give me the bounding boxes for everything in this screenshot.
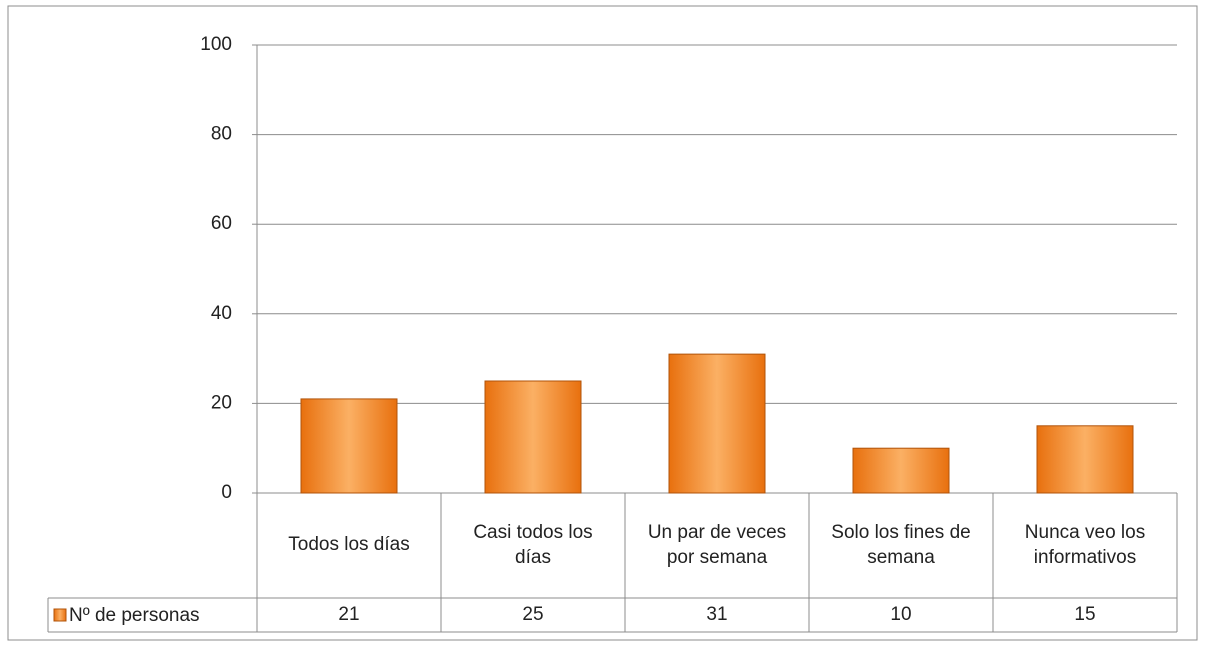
y-tick-label: 80 <box>211 124 232 145</box>
bar <box>300 398 398 494</box>
bar <box>668 353 766 494</box>
y-tick-label: 100 <box>200 34 232 55</box>
table-value: 15 <box>1074 603 1096 625</box>
category-label: Casi todos los días <box>473 521 593 568</box>
y-tick-label: 40 <box>211 303 232 324</box>
category-label: Un par de veces por semana <box>647 521 787 568</box>
table-value: 10 <box>890 603 912 625</box>
bar <box>852 447 950 494</box>
frame <box>7 5 1198 641</box>
table-value: 31 <box>706 603 728 625</box>
bar <box>484 380 582 494</box>
y-tick-label: 20 <box>211 392 232 413</box>
y-tick-label: 0 <box>221 482 232 503</box>
table-value: 21 <box>338 603 360 625</box>
category-label: Nunca veo los informativos <box>1024 521 1146 568</box>
y-tick-label: 60 <box>211 213 232 234</box>
bar <box>1036 425 1134 494</box>
category-label: Todos los días <box>288 534 410 556</box>
table-value: 25 <box>522 603 544 625</box>
legend-label: Nº de personas <box>69 605 200 626</box>
legend-swatch <box>53 608 67 622</box>
category-label: Solo los fines de semana <box>831 521 971 568</box>
